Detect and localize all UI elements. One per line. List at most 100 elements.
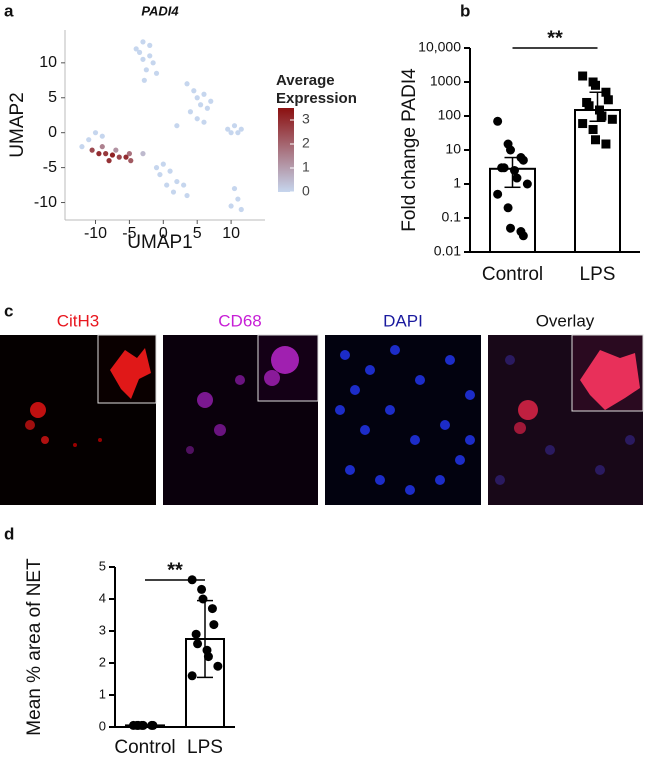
scatter-point: [174, 123, 180, 129]
scatter-point: [204, 105, 210, 111]
chart-title: PADI4: [141, 3, 179, 18]
colorbar-tick-label: 1: [302, 159, 310, 175]
y-tick-label: 0.1: [442, 209, 462, 225]
scatter-point: [150, 60, 156, 66]
scatter-point: [228, 130, 234, 136]
scatter-point: [86, 137, 92, 143]
x-tick-label: -5: [122, 225, 136, 242]
scatter-point: [201, 91, 207, 97]
data-point: [207, 604, 217, 614]
data-point: [578, 119, 588, 129]
scatter-point: [126, 151, 133, 157]
data-point: [133, 720, 143, 730]
scatter-point: [141, 77, 147, 83]
y-tick-label: 5: [48, 89, 57, 106]
data-point: [597, 111, 607, 121]
data-point: [506, 223, 515, 233]
scatter-point: [174, 178, 180, 185]
x-tick-label: Control: [482, 264, 543, 285]
significance-label: **: [547, 27, 563, 49]
data-point: [187, 671, 197, 681]
panel-label: b: [460, 1, 470, 20]
scatter-point: [116, 154, 122, 160]
scatter-point: [140, 56, 146, 62]
x-tick-label: 0: [159, 225, 168, 242]
data-point: [198, 594, 208, 604]
y-tick-label: 1: [99, 686, 106, 701]
y-tick-label: 10: [39, 54, 57, 71]
scatter-point: [238, 206, 244, 213]
scatter-point: [109, 152, 116, 158]
data-point: [518, 155, 528, 165]
data-point: [591, 80, 600, 90]
scatter-point: [235, 130, 241, 136]
image-label: Overlay: [536, 311, 595, 330]
significance-label: **: [167, 559, 183, 581]
scatter-point: [103, 151, 109, 157]
scatter-point: [99, 133, 105, 139]
y-tick-label: 4: [99, 590, 106, 605]
data-point: [512, 173, 522, 183]
data-point: [510, 165, 519, 175]
data-point: [499, 163, 509, 173]
scatter-point: [238, 126, 244, 132]
scatter-point: [170, 189, 177, 195]
scatter-point: [96, 151, 102, 157]
colorbar-tick-label: 2: [302, 135, 310, 151]
y-tick-label: 100: [438, 107, 462, 123]
x-tick-label: 5: [193, 225, 202, 242]
scatter-point: [140, 151, 146, 157]
data-point: [518, 231, 528, 241]
colorbar-tick-label: 3: [302, 111, 310, 127]
scatter-point: [92, 130, 99, 136]
x-tick-label: 10: [222, 225, 240, 242]
data-point: [209, 620, 219, 630]
scatter-point: [197, 102, 204, 108]
scatter-point: [160, 161, 166, 167]
scatter-point: [128, 158, 134, 164]
data-point: [503, 203, 513, 213]
scatter-point: [136, 49, 143, 55]
data-point: [607, 114, 617, 124]
scatter-point: [140, 39, 146, 45]
x-tick-label: LPS: [580, 264, 616, 285]
y-tick-label: -5: [43, 159, 57, 176]
data-point: [522, 179, 532, 189]
scatter-point: [157, 171, 163, 178]
legend-title: Average Expression: [276, 72, 357, 107]
y-tick-label: 1: [453, 175, 461, 191]
scatter-point: [228, 203, 234, 209]
scatter-point: [191, 88, 197, 94]
data-point: [601, 139, 611, 149]
scatter-point: [184, 192, 190, 199]
data-point: [601, 87, 611, 97]
y-tick-label: 2: [99, 654, 106, 669]
x-tick-label: -10: [84, 225, 107, 242]
data-point: [213, 661, 223, 671]
data-point: [191, 629, 201, 639]
scatter-point: [231, 123, 238, 129]
scatter-point: [89, 147, 95, 153]
scatter-point: [113, 147, 119, 153]
scatter-point: [201, 119, 207, 125]
data-point: [493, 116, 503, 126]
scatter-point: [184, 81, 190, 87]
data-point: [588, 125, 598, 135]
y-axis-label: UMAP2: [7, 92, 28, 157]
panel-label: d: [4, 524, 14, 543]
y-tick-label: 5: [99, 558, 106, 573]
data-point: [595, 105, 604, 115]
scatter-point: [147, 42, 153, 48]
data-point: [506, 145, 515, 155]
scatter-point: [231, 185, 238, 192]
x-axis-label: UMAP1: [127, 232, 192, 253]
image-label: CD68: [218, 311, 261, 330]
scatter-point: [164, 182, 170, 188]
x-tick-label: LPS: [187, 737, 223, 758]
scatter-point: [143, 67, 149, 73]
data-point: [193, 639, 203, 649]
data-point: [584, 101, 594, 111]
image-label: CitH3: [57, 311, 100, 330]
data-point: [603, 95, 613, 105]
